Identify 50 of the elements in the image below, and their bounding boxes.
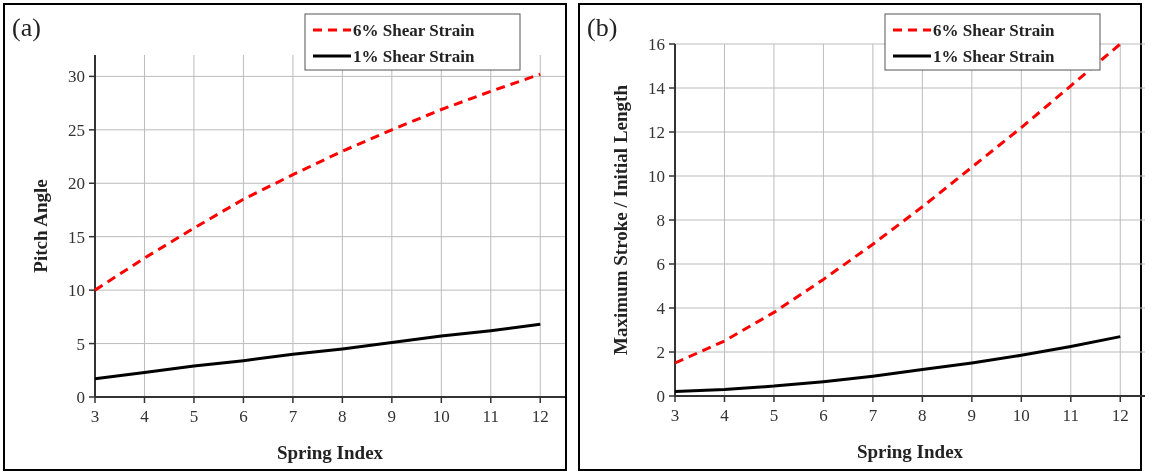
y-tick-label: 14 [648, 78, 666, 98]
y-tick-label: 10 [648, 166, 665, 186]
x-tick-label: 5 [769, 406, 779, 425]
x-tick-label: 12 [531, 407, 549, 426]
y-tick-label: 2 [656, 342, 665, 362]
x-tick-label: 8 [338, 407, 347, 426]
y-tick-label: 6 [656, 254, 665, 274]
x-tick-label: 9 [967, 406, 977, 425]
legend-label: 1% Shear Strain [933, 46, 1056, 66]
x-tick-label: 8 [918, 406, 927, 425]
y-tick-label: 20 [68, 174, 85, 194]
y-tick-label: 16 [648, 34, 665, 54]
x-axis-title: Spring Index [276, 442, 384, 463]
x-tick-label: 9 [387, 407, 397, 426]
x-tick-label: 11 [482, 407, 499, 426]
y-tick-label: 0 [76, 387, 85, 407]
x-tick-label: 4 [140, 407, 150, 426]
line-series [673, 335, 1122, 394]
x-tick-label: 3 [670, 406, 680, 425]
legend-label: 1% Shear Strain [353, 46, 476, 66]
x-tick-label: 10 [1012, 406, 1030, 425]
x-tick-label: 10 [432, 407, 450, 426]
x-tick-label: 3 [90, 407, 100, 426]
x-tick-label: 4 [720, 406, 730, 425]
y-tick-label: 15 [68, 227, 85, 247]
x-tick-label: 12 [1111, 406, 1129, 425]
y-tick-label: 12 [648, 122, 665, 142]
legend-label: 6% Shear Strain [933, 20, 1056, 40]
line-series [673, 42, 1122, 365]
y-axis-title: Pitch Angle [30, 179, 51, 273]
x-tick-label: 7 [288, 407, 298, 426]
y-tick-label: 30 [68, 67, 85, 87]
y-tick-label: 25 [68, 120, 85, 140]
x-axis-title: Spring Index [856, 441, 964, 462]
y-axis-title: Maximum Stroke / Initial Length [610, 84, 631, 355]
x-tick-label: 6 [239, 407, 248, 426]
chart-title: (a) [12, 13, 41, 42]
legend-label: 6% Shear Strain [353, 20, 476, 40]
x-tick-label: 5 [189, 407, 199, 426]
y-tick-label: 4 [656, 298, 666, 318]
y-tick-label: 8 [656, 210, 665, 230]
x-tick-label: 7 [868, 406, 878, 425]
y-tick-label: 5 [76, 334, 85, 354]
x-tick-label: 11 [1062, 406, 1079, 425]
line-series [93, 322, 542, 381]
line-series [93, 72, 542, 292]
y-tick-label: 10 [68, 281, 85, 301]
chart-title: (b) [587, 13, 618, 42]
x-tick-label: 6 [819, 406, 828, 425]
y-tick-label: 0 [656, 386, 665, 406]
